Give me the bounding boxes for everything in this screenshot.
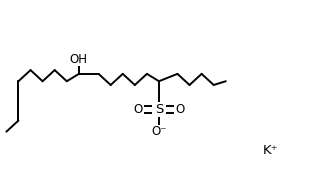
Text: OH: OH <box>70 53 88 66</box>
Text: S: S <box>155 103 163 116</box>
Text: K⁺: K⁺ <box>263 144 278 157</box>
Text: O: O <box>133 103 143 116</box>
Text: O⁻: O⁻ <box>151 125 167 138</box>
Text: O: O <box>175 103 185 116</box>
